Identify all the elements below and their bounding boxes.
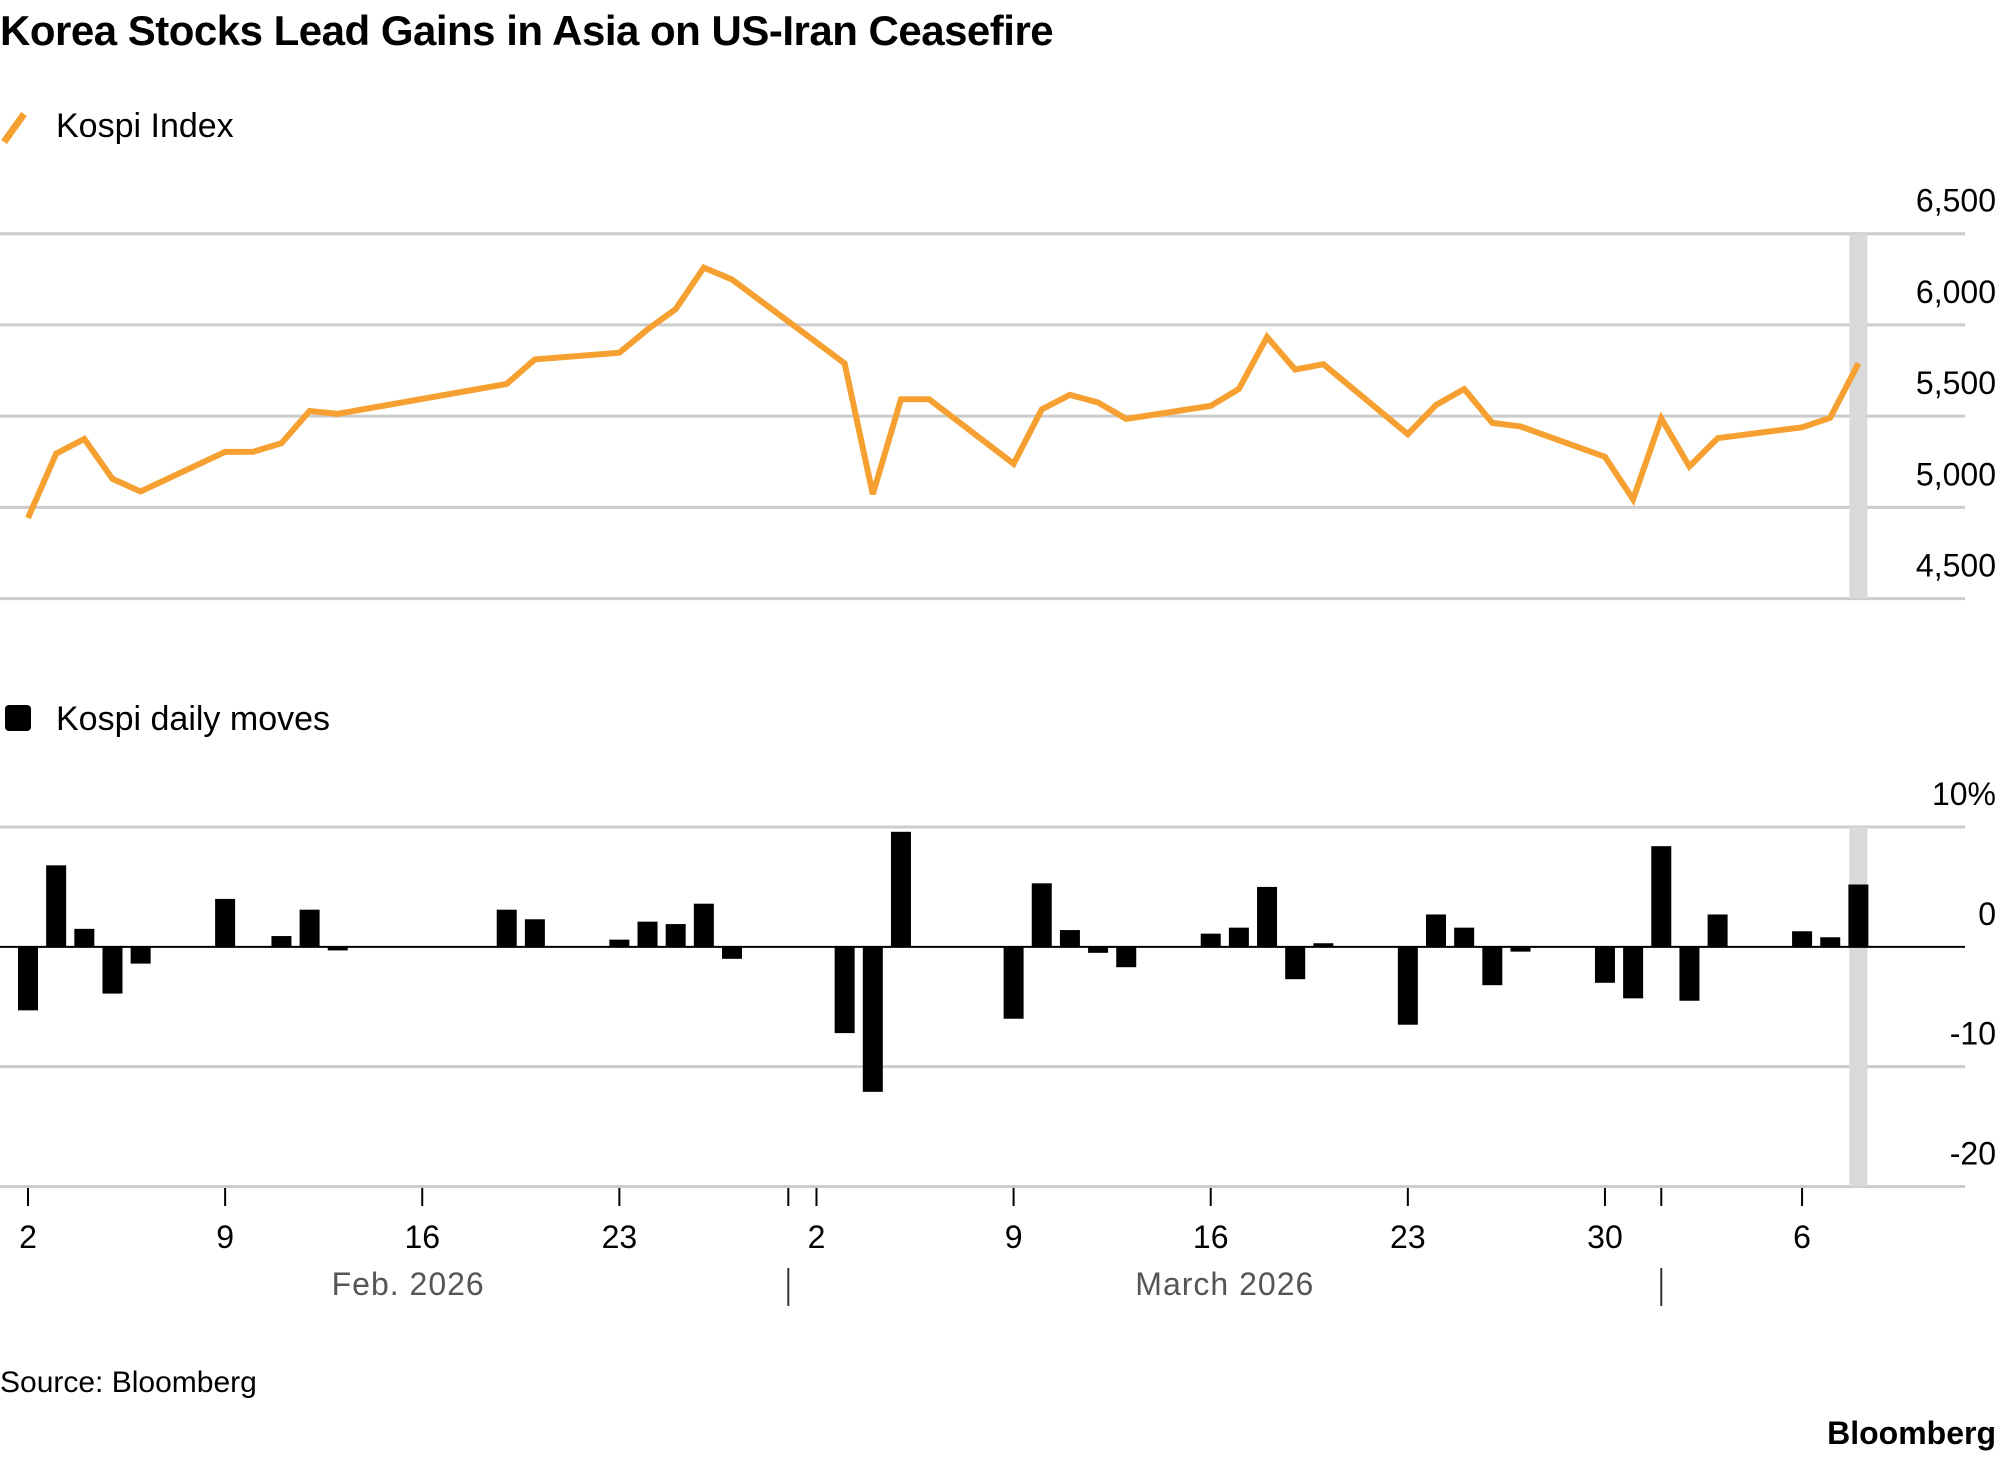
y-tick-label: 6,500 xyxy=(1916,183,1996,219)
daily-move-bar xyxy=(1285,946,1306,980)
month-label: Feb. 2026 xyxy=(332,1266,485,1302)
y-tick-label: -20 xyxy=(1950,1136,1996,1172)
daily-move-bar xyxy=(1200,933,1221,947)
daily-move-bar xyxy=(693,903,714,947)
daily-move-bar xyxy=(215,898,236,947)
daily-move-bar xyxy=(722,946,742,959)
y-tick-label: 4,500 xyxy=(1916,548,1996,584)
daily-move-bar xyxy=(1088,946,1109,953)
daily-move-bar xyxy=(890,831,911,947)
y-tick-label: 6,000 xyxy=(1916,274,1996,310)
daily-move-bar xyxy=(1679,946,1700,1001)
x-axis: 2 9 16 23 2 9 16 23 30 6 Feb. 2026 March 2026 xyxy=(19,1188,1811,1306)
x-tick-label: 23 xyxy=(1390,1219,1426,1255)
daily-move-bar xyxy=(1003,946,1024,1019)
daily-move-bar xyxy=(637,921,658,947)
square-swatch-icon xyxy=(5,705,31,731)
line-swatch-icon xyxy=(1,111,27,145)
daily-move-bar xyxy=(1707,914,1728,947)
daily-move-bar xyxy=(327,946,348,951)
daily-move-bar xyxy=(18,946,38,1011)
x-tick-label: 9 xyxy=(1005,1219,1023,1255)
y-tick-label: 5,500 xyxy=(1916,365,1996,401)
daily-move-bar xyxy=(299,909,320,947)
daily-move-bar xyxy=(1397,946,1418,1025)
daily-move-bar xyxy=(1510,946,1531,952)
month-label: March 2026 xyxy=(1135,1266,1314,1302)
kospi-index-line-series xyxy=(25,263,1862,520)
daily-move-bar xyxy=(1651,846,1672,947)
source-note: Source: Bloomberg xyxy=(0,1366,257,1399)
daily-move-bar xyxy=(1848,884,1869,947)
y-tick-label: 10% xyxy=(1932,776,1996,812)
legend-label-kospi-index: Kospi Index xyxy=(56,107,234,145)
daily-move-bar xyxy=(1257,886,1278,947)
x-tick-label: 16 xyxy=(404,1219,440,1255)
daily-move-bar xyxy=(1594,946,1615,983)
daily-move-bar xyxy=(130,946,151,964)
x-tick-label: 30 xyxy=(1587,1219,1623,1255)
daily-move-bar xyxy=(1059,930,1080,947)
daily-move-bar xyxy=(1623,946,1644,999)
daily-move-bar xyxy=(1820,937,1841,947)
legend-kospi-index: Kospi Index xyxy=(1,107,234,145)
daily-move-bar xyxy=(1482,946,1503,986)
daily-move-bar xyxy=(1313,943,1334,947)
daily-moves-bar-series xyxy=(18,831,1869,1092)
daily-move-bar xyxy=(1454,927,1475,947)
x-tick-label: 23 xyxy=(602,1219,638,1255)
daily-move-bar xyxy=(1031,883,1052,947)
highlight-band-top xyxy=(1849,233,1868,599)
daily-move-bar xyxy=(496,909,517,947)
y-tick-label: -10 xyxy=(1950,1016,1996,1052)
daily-move-bar xyxy=(1792,931,1813,947)
daily-move-bar xyxy=(1116,946,1137,968)
daily-move-bar xyxy=(1228,927,1249,947)
chart-title: Korea Stocks Lead Gains in Asia on US-Ir… xyxy=(0,7,1053,54)
daily-move-bar xyxy=(862,946,883,1092)
x-tick-label: 6 xyxy=(1793,1219,1811,1255)
bottom-panel-y-axis: 10% 0 -10 -20 xyxy=(1932,776,1996,1172)
x-tick-label: 2 xyxy=(808,1219,826,1255)
y-tick-label: 5,000 xyxy=(1916,456,1996,492)
daily-move-bar xyxy=(102,946,123,994)
highlight-band-bottom xyxy=(1849,827,1868,1187)
daily-move-bar xyxy=(665,924,686,947)
daily-move-bar xyxy=(1426,914,1446,947)
x-tick-label: 2 xyxy=(19,1219,37,1255)
top-panel-y-axis: 6,500 6,000 5,500 5,000 4,500 xyxy=(1916,183,1996,584)
daily-move-bar xyxy=(74,928,95,947)
daily-move-bar xyxy=(271,936,292,947)
x-tick-label: 9 xyxy=(216,1219,234,1255)
x-tick-label: 16 xyxy=(1193,1219,1229,1255)
kospi-index-line xyxy=(25,263,1862,520)
y-tick-label: 0 xyxy=(1978,896,1996,932)
daily-move-bar xyxy=(609,939,630,947)
legend-label-kospi-daily-moves: Kospi daily moves xyxy=(56,700,330,738)
legend-kospi-daily-moves: Kospi daily moves xyxy=(5,700,330,738)
bloomberg-logo: Bloomberg xyxy=(1827,1415,1996,1451)
bottom-panel-grid xyxy=(0,825,1965,1188)
daily-move-bar xyxy=(524,919,545,947)
daily-move-bar xyxy=(46,865,67,947)
top-panel-grid xyxy=(0,232,1965,601)
daily-move-bar xyxy=(834,946,855,1034)
